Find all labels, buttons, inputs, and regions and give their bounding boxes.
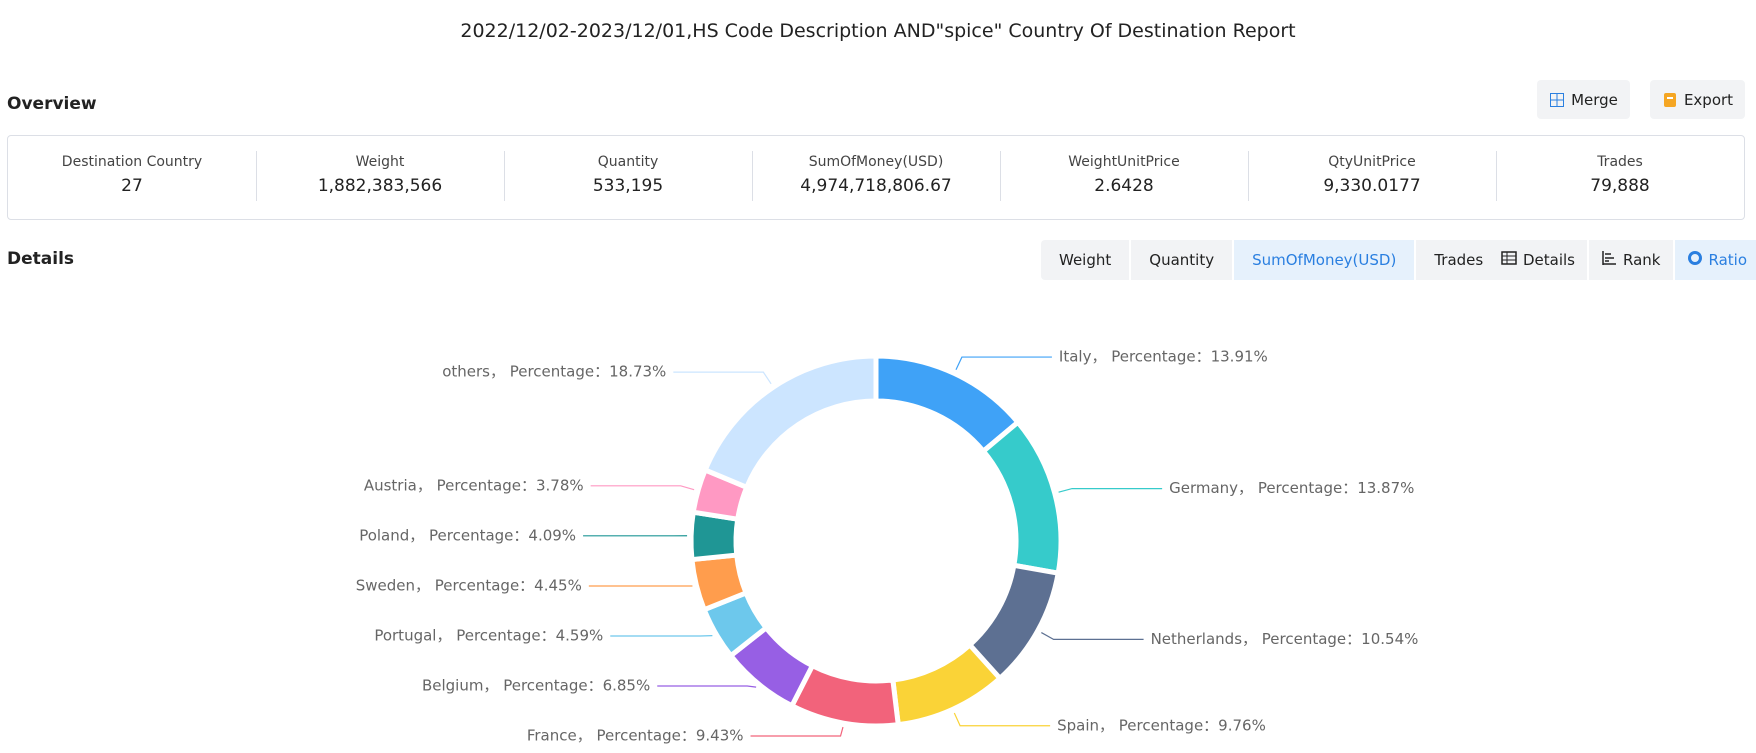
slice-label: Poland， Percentage：4.09% — [359, 526, 576, 544]
donut-slice — [705, 356, 876, 487]
leader-line — [751, 727, 843, 736]
leader-line — [1041, 633, 1143, 640]
slice-label: France， Percentage：9.43% — [527, 727, 744, 745]
slice-label: Belgium， Percentage：6.85% — [422, 677, 650, 695]
slice-label: Netherlands， Percentage：10.54% — [1151, 630, 1419, 648]
slice-label: Germany， Percentage：13.87% — [1169, 479, 1414, 497]
leader-line — [657, 686, 756, 687]
slice-label: Sweden， Percentage：4.45% — [356, 577, 582, 595]
leader-line — [954, 713, 1050, 726]
leader-line — [673, 372, 771, 384]
leader-line — [591, 486, 694, 490]
slice-label: Portugal， Percentage：4.59% — [374, 627, 603, 645]
leader-line — [956, 357, 1052, 370]
slice-label: Italy， Percentage：13.91% — [1059, 348, 1268, 366]
slice-label: others， Percentage：18.73% — [442, 363, 666, 381]
leader-line — [1059, 489, 1163, 493]
donut-slice — [983, 422, 1061, 573]
donut-slice — [893, 645, 1000, 725]
slice-label: Spain， Percentage：9.76% — [1057, 716, 1266, 734]
slice-label: Austria， Percentage：3.78% — [364, 476, 584, 494]
